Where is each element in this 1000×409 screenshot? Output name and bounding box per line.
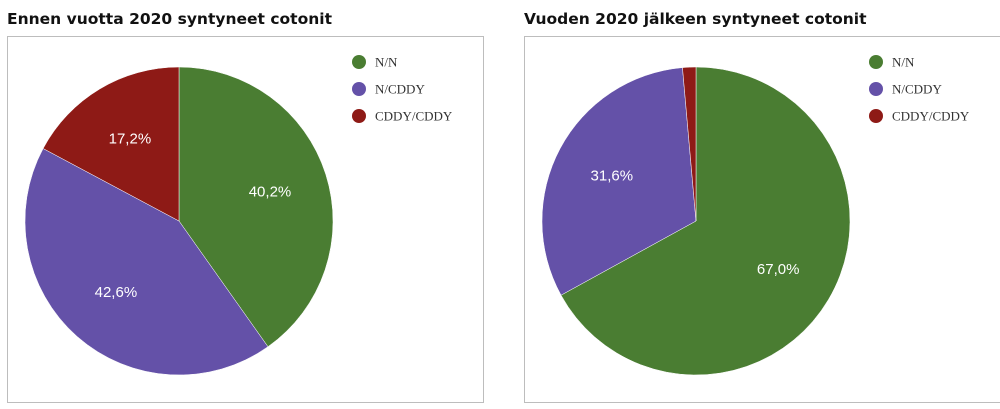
pie-chart-after-2020: 67,0% 31,6% N/N N/CDDY CDDY/CDDY [541, 55, 970, 376]
legend-swatch-n-cddy [352, 82, 366, 96]
pie-slice-cddy-cddy [682, 66, 697, 222]
legend-label-cddy-cddy: CDDY/CDDY [892, 109, 970, 124]
pie-slice-n-n [178, 66, 334, 348]
data-label-n-cddy: 42,6% [95, 284, 138, 301]
legend-swatch-cddy-cddy [352, 109, 366, 123]
legend-label-n-n: N/N [375, 55, 398, 70]
data-label-cddy-cddy: 17,2% [109, 131, 152, 148]
legend-label-n-n: N/N [892, 55, 915, 70]
legend-label-n-cddy: N/CDDY [892, 82, 942, 97]
pie-slice-cddy-cddy [42, 66, 180, 222]
legend-label-cddy-cddy: CDDY/CDDY [375, 109, 453, 124]
chart-frame: 40,2% 42,6% 17,2% N/N N/CDDY CDDY/CDDY [7, 36, 484, 403]
legend-label-n-cddy: N/CDDY [375, 82, 425, 97]
pie-slice-n-n [560, 66, 851, 376]
pie-chart-before-2020: 40,2% 42,6% 17,2% N/N N/CDDY CDDY/CDDY [24, 55, 453, 376]
legend-swatch-n-n [352, 55, 366, 69]
legend-swatch-cddy-cddy [869, 109, 883, 123]
data-label-n-n: 40,2% [249, 184, 292, 201]
chart-panel-before-2020: Ennen vuotta 2020 syntyneet cotonit 40,2… [0, 0, 490, 409]
data-label-n-cddy: 31,6% [591, 168, 634, 185]
legend-swatch-n-n [869, 55, 883, 69]
legend-swatch-n-cddy [869, 82, 883, 96]
pie-slice-n-cddy [541, 67, 697, 296]
chart-frame: 67,0% 31,6% N/N N/CDDY CDDY/CDDY [524, 36, 1000, 403]
data-label-n-n: 67,0% [757, 261, 800, 278]
chart-panel-after-2020: Vuoden 2020 jälkeen syntyneet cotonit 67… [517, 0, 1000, 409]
chart-title: Vuoden 2020 jälkeen syntyneet cotonit [524, 10, 867, 28]
chart-title: Ennen vuotta 2020 syntyneet cotonit [7, 10, 332, 28]
pie-slice-n-cddy [24, 148, 269, 376]
